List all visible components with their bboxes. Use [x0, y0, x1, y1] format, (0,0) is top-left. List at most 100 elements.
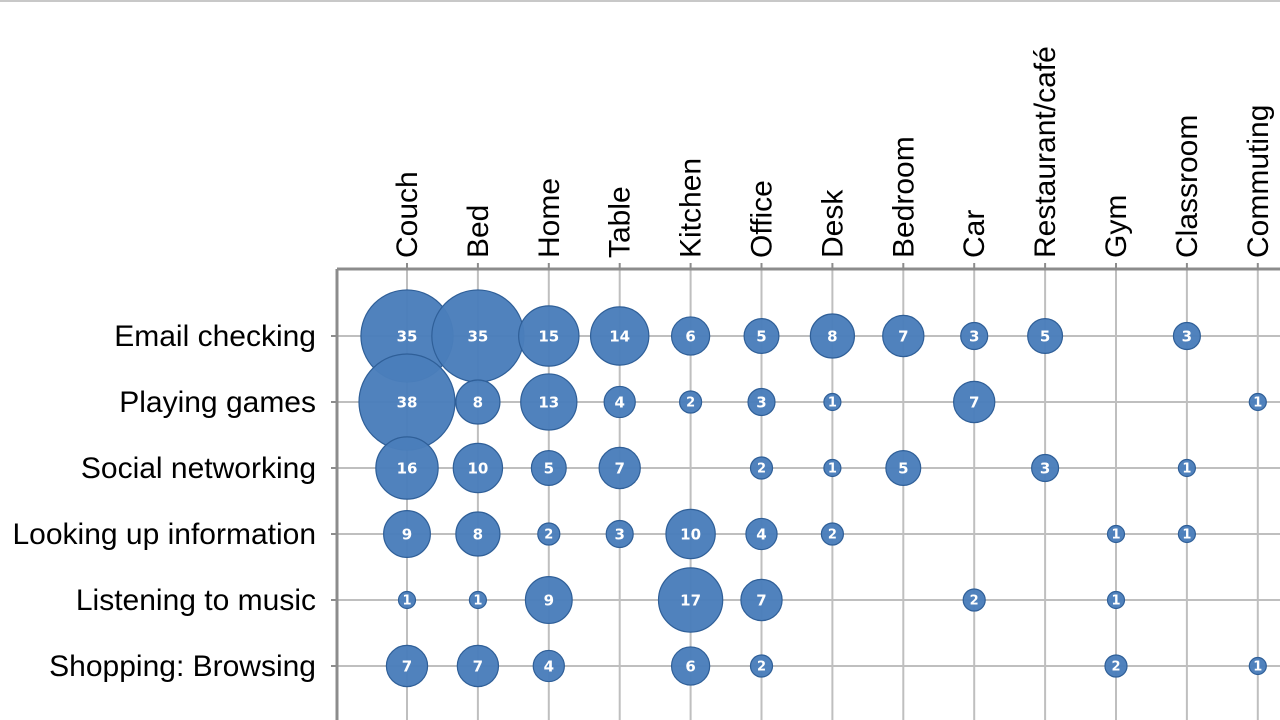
bubble-playing-games-couch: 38 [358, 353, 456, 451]
bubble-listening-to-music-couch: 1 [397, 590, 417, 610]
bubble-value-label: 35 [397, 327, 418, 345]
bubble-circle [882, 314, 925, 358]
bubble-circle [960, 321, 989, 351]
bubble-playing-games-table: 4 [603, 385, 636, 419]
bubble-circle [952, 380, 996, 424]
bubbles: 35 35 15 14 6 5 8 7 3 5 338 8 13 4 2 3 1 7 116 10 5 7 2 1 5 3 19 8 2… [358, 289, 1267, 688]
bubble-value-label: 4 [756, 525, 766, 543]
bubble-value-label: 6 [685, 327, 695, 345]
bubble-looking-up-information-kitchen: 10 [665, 508, 716, 560]
column-label-home: Home [533, 178, 566, 258]
bubble-circle [809, 313, 856, 359]
bubble-value-label: 8 [827, 327, 837, 345]
bubble-circle [670, 646, 711, 686]
bubble-value-label: 7 [402, 657, 412, 675]
bubble-listening-to-music-gym: 1 [1106, 590, 1126, 610]
bubble-looking-up-information-office: 4 [745, 517, 778, 551]
bubble-playing-games-home: 13 [520, 373, 578, 431]
bubble-social-networking-bed: 10 [452, 442, 504, 494]
bubble-value-label: 1 [402, 594, 411, 609]
bubble-listening-to-music-car: 2 [962, 588, 986, 612]
bubble-circle [605, 519, 634, 549]
bubble-circle [823, 392, 842, 412]
bubble-playing-games-office: 3 [747, 387, 776, 417]
bubble-value-label: 4 [544, 657, 554, 675]
bubble-shopping-browsing-bed: 7 [456, 644, 500, 688]
bubble-shopping-browsing-office: 2 [749, 654, 774, 678]
bubble-value-label: 9 [402, 525, 412, 543]
bubble-playing-games-bed: 8 [455, 379, 501, 425]
bubble-circle [385, 644, 429, 688]
bubble-circle [532, 649, 565, 683]
bubble-circle [456, 644, 500, 688]
bubble-value-label: 5 [898, 459, 908, 477]
bubble-playing-games-car: 7 [952, 380, 996, 424]
bubble-email-checking-home: 15 [518, 305, 580, 367]
bubble-value-label: 7 [756, 591, 766, 609]
bubble-value-label: 13 [538, 393, 559, 411]
bubble-circle [743, 317, 780, 355]
bubble-value-label: 7 [614, 459, 624, 477]
row-label-shopping-browsing: Shopping: Browsing [49, 650, 316, 683]
bubble-looking-up-information-home: 2 [537, 522, 561, 546]
bubble-social-networking-table: 7 [598, 446, 641, 490]
bubble-circle [820, 522, 845, 546]
bubble-value-label: 10 [680, 525, 701, 543]
bubble-shopping-browsing-commuting: 1 [1248, 656, 1267, 676]
bubble-circle [1106, 590, 1126, 610]
bubble-circle [375, 436, 439, 500]
bubble-value-label: 5 [756, 327, 766, 345]
bubble-value-label: 17 [680, 591, 701, 609]
bubble-shopping-browsing-couch: 7 [385, 644, 429, 688]
bubble-value-label: 2 [757, 462, 766, 477]
bubble-listening-to-music-bed: 1 [468, 590, 487, 610]
bubble-shopping-browsing-kitchen: 6 [670, 646, 711, 686]
bubble-value-label: 35 [467, 327, 488, 345]
bubble-circle [885, 449, 922, 487]
bubble-circle [1177, 524, 1197, 544]
bubble-circle [383, 510, 431, 558]
bubble-value-label: 1 [1253, 660, 1262, 675]
bubble-looking-up-information-table: 3 [605, 519, 634, 549]
bubble-circle [749, 456, 774, 480]
bubble-playing-games-kitchen: 2 [678, 390, 703, 414]
bubble-value-label: 10 [467, 459, 488, 477]
bubble-value-label: 1 [1111, 594, 1120, 609]
column-label-bedroom: Bedroom [887, 136, 920, 258]
bubble-value-label: 8 [473, 525, 483, 543]
bubble-value-label: 6 [685, 657, 695, 675]
bubble-circle [1172, 321, 1201, 351]
bubble-circle [537, 522, 561, 546]
bubble-playing-games-desk: 1 [823, 392, 842, 412]
bubble-email-checking-bedroom: 7 [882, 314, 925, 358]
bubble-circle [1248, 656, 1267, 676]
bubble-social-networking-couch: 16 [375, 436, 439, 500]
bubble-value-label: 1 [828, 396, 837, 411]
bubble-circle [603, 385, 636, 419]
bubble-social-networking-restaurant-caf: 3 [1031, 453, 1060, 483]
column-label-office: Office [746, 180, 779, 258]
bubble-listening-to-music-home: 9 [524, 576, 573, 624]
bubble-circle [468, 590, 487, 610]
bubble-circle [520, 373, 578, 431]
bubble-value-label: 7 [898, 327, 908, 345]
bubble-circle [598, 446, 641, 490]
bubble-email-checking-office: 5 [743, 317, 780, 355]
bubble-value-label: 5 [544, 459, 554, 477]
bubble-circle [518, 305, 580, 367]
bubble-value-label: 3 [1040, 459, 1050, 477]
bubble-email-checking-couch: 35 [360, 289, 454, 383]
bubble-email-checking-car: 3 [960, 321, 989, 351]
bubble-value-label: 1 [1182, 462, 1191, 477]
bubble-looking-up-information-couch: 9 [383, 510, 431, 558]
column-label-commuting: Commuting [1242, 105, 1275, 258]
bubble-circle [747, 387, 776, 417]
bubble-value-label: 4 [614, 393, 624, 411]
bubble-value-label: 7 [969, 393, 979, 411]
bubble-circle [745, 517, 778, 551]
axes [331, 263, 1280, 720]
bubble-value-label: 2 [1111, 660, 1120, 675]
bubble-circle [1031, 453, 1060, 483]
bubble-circle [452, 442, 504, 494]
